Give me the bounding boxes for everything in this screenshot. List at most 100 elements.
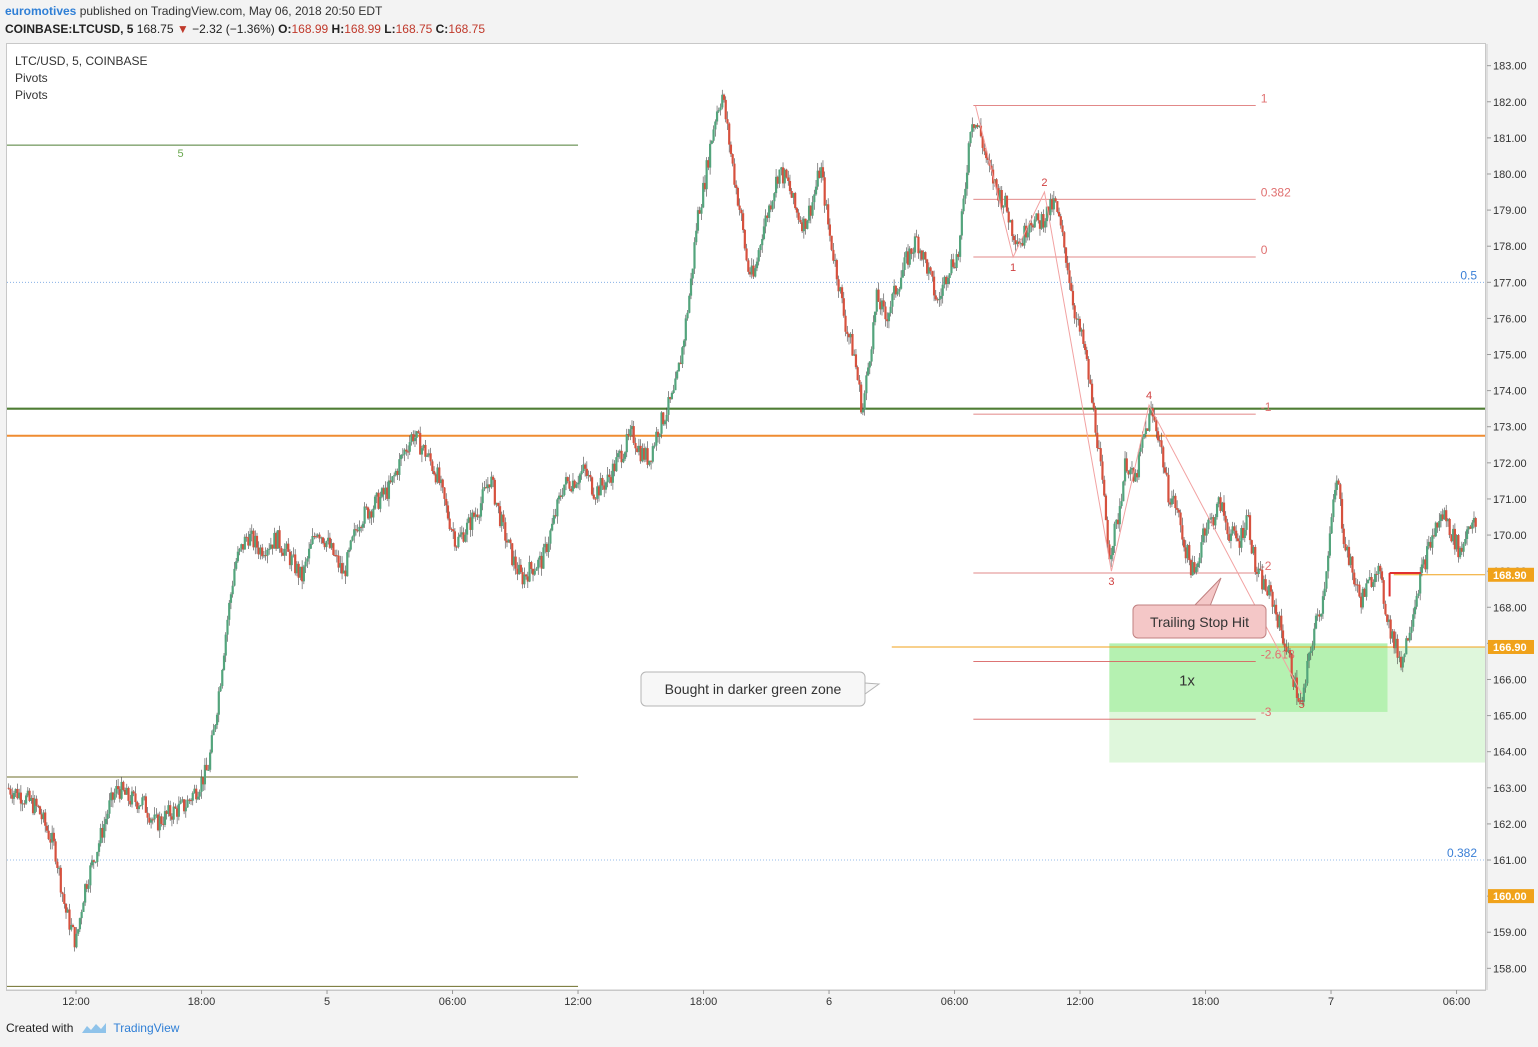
candle-body: [584, 464, 587, 469]
candle-body: [1167, 474, 1170, 503]
candle-body: [151, 819, 154, 821]
wave-label-5: 5: [1299, 699, 1305, 711]
candle-body: [507, 539, 510, 543]
high-value: 168.99: [344, 22, 381, 36]
candle-body: [1089, 379, 1092, 384]
candle-body: [1278, 615, 1281, 628]
candle-body: [755, 261, 759, 269]
candle-body: [920, 250, 924, 260]
candle-body: [117, 786, 120, 790]
candle-body: [1158, 440, 1161, 442]
candle-body: [75, 933, 78, 948]
candle-body: [370, 511, 373, 518]
candle-body: [1087, 358, 1090, 380]
candle-body: [125, 787, 128, 795]
candle-body: [318, 534, 321, 539]
candle-body: [1323, 588, 1326, 597]
candle-body: [556, 499, 559, 517]
candle-body: [1420, 564, 1424, 573]
candle-body: [248, 533, 252, 546]
candle-body: [380, 488, 384, 497]
legend-pivots-2[interactable]: Pivots: [15, 88, 48, 102]
candle-body: [835, 260, 838, 280]
candle-body: [108, 800, 111, 814]
candle-body: [222, 655, 226, 670]
candle-body: [926, 259, 929, 274]
candle-body: [943, 276, 946, 285]
candle-body: [297, 563, 300, 578]
candle-body: [26, 790, 29, 796]
candle-body: [679, 362, 682, 365]
bought-callout-text: Bought in darker green zone: [665, 681, 842, 697]
candle-body: [1165, 472, 1168, 475]
candle-body: [1200, 542, 1203, 558]
candle-body: [618, 450, 621, 454]
candle-body: [1335, 480, 1338, 490]
candle-body: [1144, 428, 1147, 435]
candle-body: [540, 555, 543, 569]
candle-body: [52, 832, 55, 842]
candle-body: [641, 448, 644, 462]
candle-body: [1439, 514, 1443, 521]
candle-body: [882, 300, 885, 307]
candle-body: [832, 249, 835, 261]
fib-level-label: -1: [1261, 400, 1272, 414]
candle-body: [1080, 329, 1083, 332]
candle-body: [1111, 545, 1114, 556]
candle-body: [1368, 576, 1371, 580]
wave-label-4: 4: [1146, 390, 1152, 402]
tradingview-brand[interactable]: TradingView: [113, 1021, 180, 1035]
ohlc-bar: COINBASE:LTCUSD, 5 168.75 ▼ −2.32 (−1.36…: [5, 22, 485, 36]
candle-body: [1361, 588, 1364, 608]
candle-body: [629, 429, 632, 436]
candle-body: [240, 544, 243, 549]
price-tick-label: 174.00: [1493, 386, 1527, 398]
candle-body: [1155, 420, 1158, 432]
candle-body: [162, 823, 165, 825]
candle-body: [1285, 646, 1288, 652]
candle-body: [236, 551, 239, 562]
candle-body: [731, 154, 734, 164]
candle-body: [59, 867, 62, 893]
candle-body: [912, 252, 915, 254]
candle-body: [1038, 220, 1042, 229]
price-tick-label: 158.00: [1493, 963, 1527, 975]
candle-body: [1252, 546, 1255, 554]
price-tick-label: 181.00: [1493, 133, 1527, 145]
candle-body: [316, 534, 319, 537]
candle-body: [481, 489, 484, 504]
legend-pivots-1[interactable]: Pivots: [15, 71, 48, 85]
candle-body: [981, 136, 984, 148]
candle-body: [1125, 458, 1128, 472]
candle-body: [1382, 580, 1385, 604]
candle-body: [1082, 329, 1085, 344]
candle-body: [695, 230, 698, 243]
candle-body: [596, 486, 599, 499]
candle-body: [623, 452, 627, 459]
candle-body: [764, 215, 767, 227]
high-label: H:: [331, 22, 345, 36]
candle-body: [158, 816, 161, 831]
candle-body: [1169, 502, 1172, 505]
price-chart[interactable]: 0.50.382510.3820-1-2-2.618-312345Bought …: [0, 0, 1538, 1015]
candle-body: [1026, 232, 1029, 238]
fib-level-label: -3: [1261, 705, 1272, 719]
candle-body: [288, 551, 292, 566]
candle-body: [531, 568, 535, 575]
candle-body: [84, 884, 87, 903]
candle-body: [1311, 645, 1314, 651]
candle-body: [927, 267, 930, 274]
candle-body: [1123, 458, 1127, 482]
bought-callout-pointer: [864, 682, 881, 695]
candle-body: [446, 505, 450, 519]
candle-body: [245, 536, 248, 538]
legend-symbol[interactable]: LTC/USD, 5, COINBASE: [15, 54, 148, 68]
candle-body: [45, 825, 49, 831]
candle-body: [613, 463, 616, 472]
tradingview-logo-icon[interactable]: [81, 1021, 107, 1035]
candle-body: [1127, 471, 1130, 475]
author-name[interactable]: euromotives: [5, 4, 77, 18]
candle-body: [1472, 518, 1476, 523]
candle-body: [1196, 563, 1200, 568]
candle-body: [559, 495, 562, 497]
